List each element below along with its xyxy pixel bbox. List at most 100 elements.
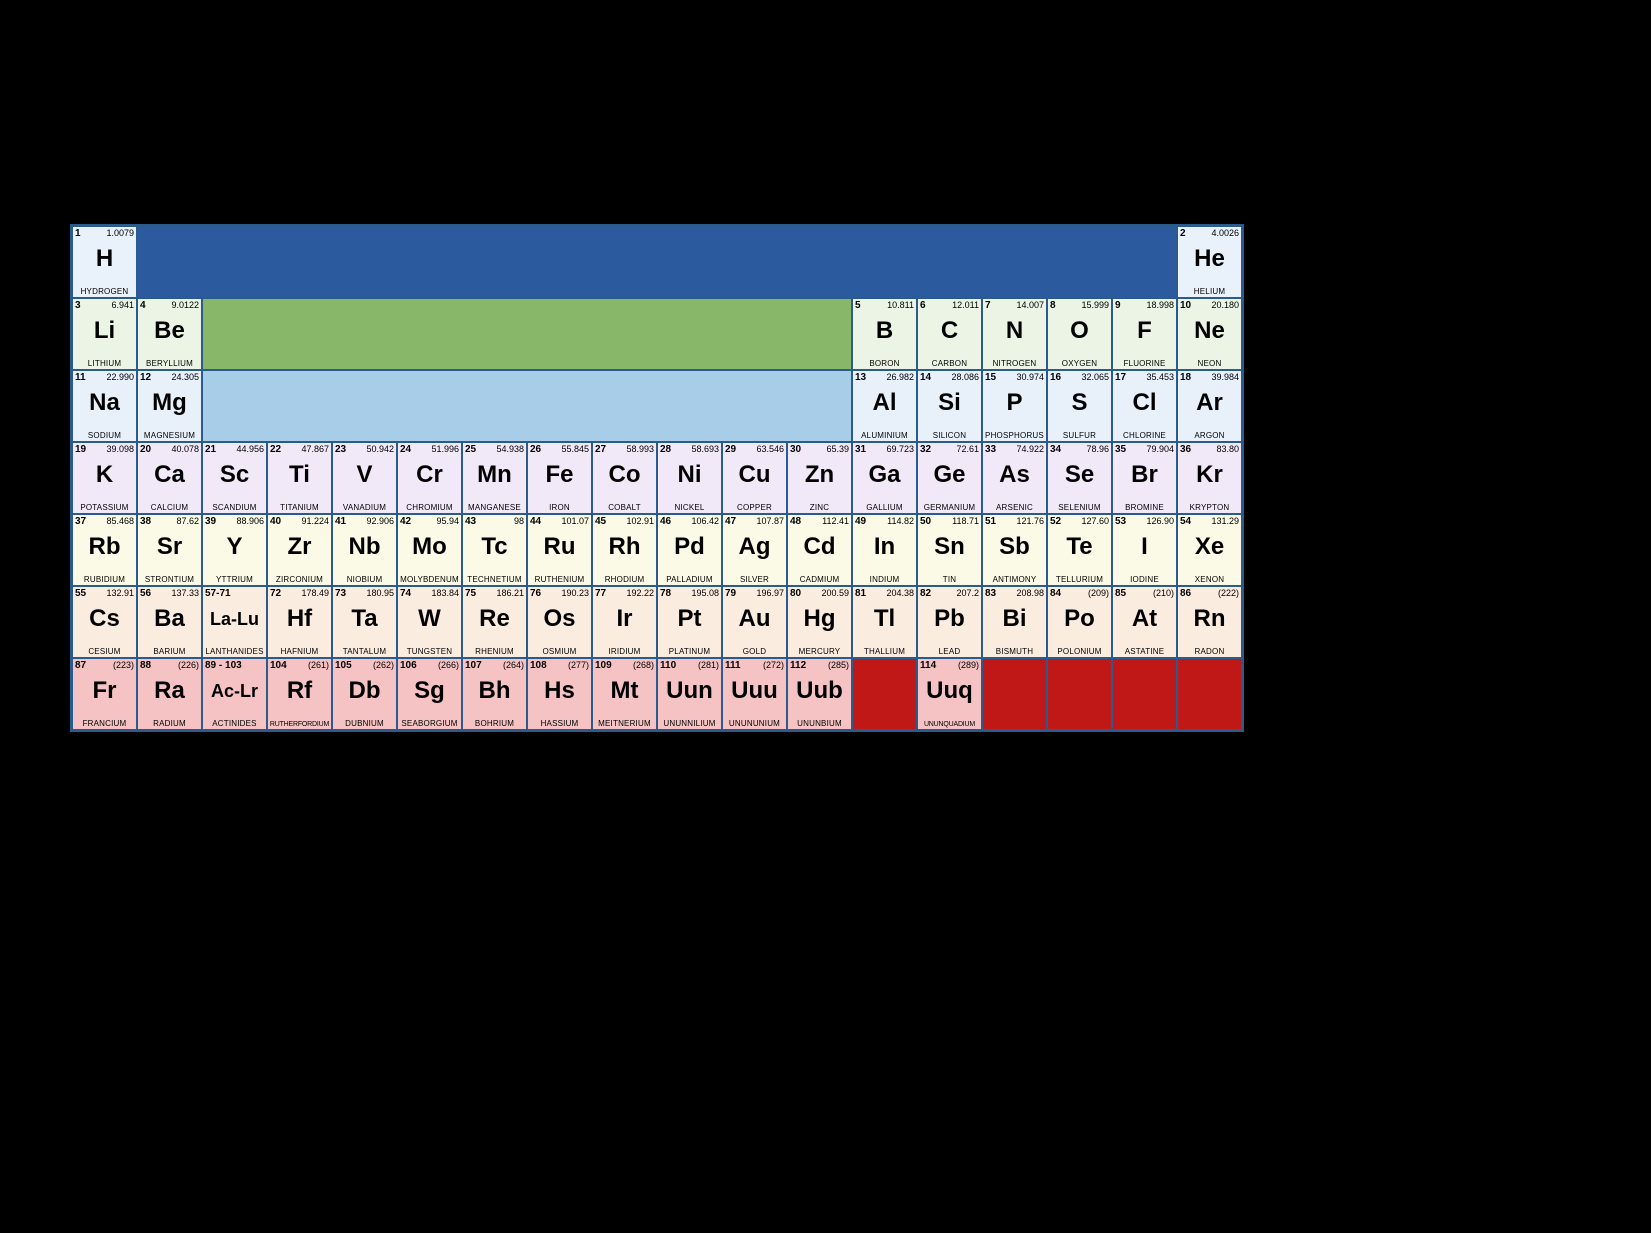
atomic-mass: 204.38 <box>886 588 914 598</box>
element-cell: 3169.723GaGALLIUM <box>852 442 917 514</box>
element-cell: 44101.07RuRUTHENIUM <box>527 514 592 586</box>
element-symbol: Po <box>1048 605 1111 633</box>
element-name: MANGANESE <box>463 503 526 512</box>
atomic-number: 41 <box>335 516 346 527</box>
atomic-mass: 39.098 <box>106 444 134 454</box>
element-name: YTTRIUM <box>203 575 266 584</box>
element-name: THALLIUM <box>853 647 916 656</box>
element-symbol: Mg <box>138 389 201 417</box>
atomic-mass: 44.956 <box>236 444 264 454</box>
element-symbol: I <box>1113 533 1176 561</box>
atomic-number: 107 <box>465 660 482 671</box>
element-cell: 76190.23OsOSMIUM <box>527 586 592 658</box>
element-cell: 1224.305MgMAGNESIUM <box>137 370 202 442</box>
atomic-mass: (261) <box>308 660 329 670</box>
atomic-mass: 98 <box>514 516 524 526</box>
atomic-mass: 14.007 <box>1016 300 1044 310</box>
element-symbol: Pt <box>658 605 721 633</box>
atomic-number: 114 <box>920 660 936 671</box>
element-name: CHROMIUM <box>398 503 461 512</box>
element-name: TECHNETIUM <box>463 575 526 584</box>
element-symbol: Te <box>1048 533 1111 561</box>
element-name: TELLURIUM <box>1048 575 1111 584</box>
element-cell: 1939.098KPOTASSIUM <box>72 442 137 514</box>
element-name: MERCURY <box>788 647 851 656</box>
atomic-number: 72 <box>270 588 281 599</box>
atomic-mass: 15.999 <box>1081 300 1109 310</box>
element-symbol: Al <box>853 389 916 417</box>
element-name: PALLADIUM <box>658 575 721 584</box>
element-name: RADIUM <box>138 719 201 728</box>
element-cell: 11.0079HHYDROGEN <box>72 226 137 298</box>
atomic-number: 3 <box>75 300 81 311</box>
atomic-number: 28 <box>660 444 671 455</box>
atomic-number: 43 <box>465 516 476 527</box>
atomic-number: 14 <box>920 372 931 383</box>
atomic-mass: 92.906 <box>366 516 394 526</box>
atomic-mass: (285) <box>828 660 849 670</box>
element-name: TIN <box>918 575 981 584</box>
element-cell: 89 - 103Ac-LrACTINIDES <box>202 658 267 730</box>
element-name: ANTIMONY <box>983 575 1046 584</box>
element-name: STRONTIUM <box>138 575 201 584</box>
element-symbol: Xe <box>1178 533 1241 561</box>
atomic-number: 85 <box>1115 588 1126 599</box>
atomic-number: 57-71 <box>205 588 231 599</box>
element-symbol: In <box>853 533 916 561</box>
atomic-number: 74 <box>400 588 411 599</box>
blank-cell <box>1047 658 1112 730</box>
element-name: FRANCIUM <box>73 719 136 728</box>
element-name: BORON <box>853 359 916 368</box>
atomic-mass: 6.941 <box>111 300 134 310</box>
period-gap <box>202 298 852 370</box>
atomic-mass: 195.08 <box>691 588 719 598</box>
element-symbol: Rf <box>268 677 331 705</box>
atomic-mass: 78.96 <box>1086 444 1109 454</box>
atomic-mass: 4.0026 <box>1211 228 1239 238</box>
element-name: ARGON <box>1178 431 1241 440</box>
period-row: 1939.098KPOTASSIUM2040.078CaCALCIUM2144.… <box>72 442 1242 514</box>
element-cell: 1020.180NeNEON <box>1177 298 1242 370</box>
element-symbol: Mt <box>593 677 656 705</box>
element-name: DUBNIUM <box>333 719 396 728</box>
atomic-mass: (222) <box>1218 588 1239 598</box>
atomic-mass: (264) <box>503 660 524 670</box>
element-symbol: N <box>983 317 1046 345</box>
element-name: BROMINE <box>1113 503 1176 512</box>
atomic-mass: (272) <box>763 660 784 670</box>
element-symbol: Se <box>1048 461 1111 489</box>
element-cell: 918.998FFLUORINE <box>1112 298 1177 370</box>
element-name: SILICON <box>918 431 981 440</box>
element-name: RUBIDIUM <box>73 575 136 584</box>
atomic-number: 34 <box>1050 444 1061 455</box>
element-cell: 107(264)BhBOHRIUM <box>462 658 527 730</box>
atomic-number: 45 <box>595 516 606 527</box>
element-name: MAGNESIUM <box>138 431 201 440</box>
element-symbol: Fe <box>528 461 591 489</box>
element-cell: 2758.993CoCOBALT <box>592 442 657 514</box>
element-symbol: Bh <box>463 677 526 705</box>
element-symbol: Uun <box>658 677 721 705</box>
element-cell: 55132.91CsCESIUM <box>72 586 137 658</box>
element-name: SILVER <box>723 575 786 584</box>
atomic-number: 38 <box>140 516 151 527</box>
atomic-mass: (281) <box>698 660 719 670</box>
element-symbol: Cd <box>788 533 851 561</box>
element-symbol: F <box>1113 317 1176 345</box>
atomic-mass: 112.41 <box>822 516 849 526</box>
element-symbol: B <box>853 317 916 345</box>
element-name: RADON <box>1178 647 1241 656</box>
atomic-mass: 26.982 <box>886 372 914 382</box>
atomic-mass: 101.07 <box>561 516 589 526</box>
element-symbol: Be <box>138 317 201 345</box>
atomic-number: 22 <box>270 444 281 455</box>
atomic-number: 1 <box>75 228 81 239</box>
element-symbol: Sn <box>918 533 981 561</box>
atomic-mass: 79.904 <box>1146 444 1174 454</box>
element-symbol: Nb <box>333 533 396 561</box>
element-symbol: Tc <box>463 533 526 561</box>
element-cell: 2963.546CuCOPPER <box>722 442 787 514</box>
element-name: VANADIUM <box>333 503 396 512</box>
element-cell: 53126.90IIODINE <box>1112 514 1177 586</box>
element-cell: 1326.982AlALUMINIUM <box>852 370 917 442</box>
